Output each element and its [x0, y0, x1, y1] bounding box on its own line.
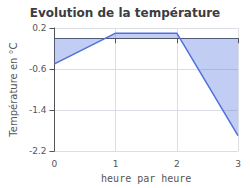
svg-text:-0.6: -0.6 [29, 64, 47, 74]
svg-text:3: 3 [235, 159, 241, 169]
svg-text:0: 0 [52, 159, 58, 169]
svg-text:Evolution de la température: Evolution de la température [30, 6, 221, 20]
svg-text:0.2: 0.2 [32, 23, 46, 33]
svg-text:heure par heure: heure par heure [101, 173, 191, 184]
svg-text:Température en °C: Température en °C [8, 42, 19, 137]
svg-text:2: 2 [174, 159, 180, 169]
svg-text:1: 1 [113, 159, 119, 169]
svg-text:-2.2: -2.2 [29, 146, 47, 156]
svg-text:-1.4: -1.4 [29, 105, 47, 115]
